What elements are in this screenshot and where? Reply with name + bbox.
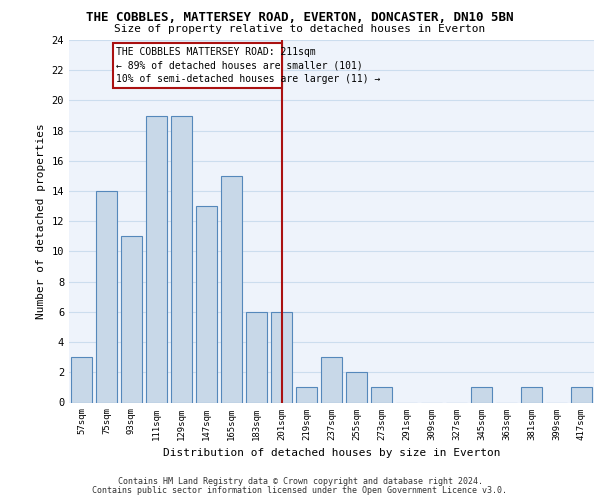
Bar (346, 372, 367, 402)
Bar (321, 357, 342, 403)
Bar (471, 388, 492, 402)
Text: THE COBBLES, MATTERSEY ROAD, EVERTON, DONCASTER, DN10 5BN: THE COBBLES, MATTERSEY ROAD, EVERTON, DO… (86, 11, 514, 24)
Bar (371, 388, 392, 402)
Text: 10% of semi-detached houses are larger (11) →: 10% of semi-detached houses are larger (… (116, 74, 381, 84)
Text: THE COBBLES MATTERSEY ROAD: 211sqm: THE COBBLES MATTERSEY ROAD: 211sqm (116, 47, 316, 57)
Bar (71, 357, 92, 403)
Text: Size of property relative to detached houses in Everton: Size of property relative to detached ho… (115, 24, 485, 34)
Text: Contains public sector information licensed under the Open Government Licence v3: Contains public sector information licen… (92, 486, 508, 495)
Bar (296, 388, 317, 402)
X-axis label: Distribution of detached houses by size in Everton: Distribution of detached houses by size … (163, 448, 500, 458)
Bar (146, 116, 167, 403)
Bar (521, 388, 542, 402)
Bar (196, 206, 217, 402)
Text: ← 89% of detached houses are smaller (101): ← 89% of detached houses are smaller (10… (116, 60, 363, 70)
Bar (246, 312, 267, 402)
Y-axis label: Number of detached properties: Number of detached properties (36, 124, 46, 319)
Bar (571, 388, 592, 402)
Bar (121, 236, 142, 402)
Bar (96, 191, 117, 402)
Bar (113, 43, 281, 88)
Text: Contains HM Land Registry data © Crown copyright and database right 2024.: Contains HM Land Registry data © Crown c… (118, 477, 482, 486)
Bar (221, 176, 242, 402)
Bar (171, 116, 192, 403)
Bar (271, 312, 292, 402)
